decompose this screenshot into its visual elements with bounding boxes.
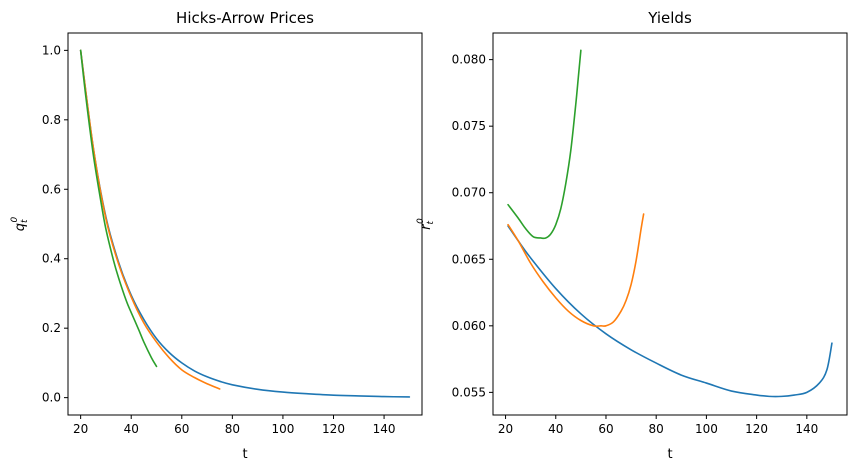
x-tick-label: 140 (795, 422, 818, 436)
y-tick-label: 1.0 (42, 43, 61, 57)
axes-frame (67, 32, 423, 416)
y-axis-label: rt0 (416, 218, 436, 230)
x-axis-ticks: 20 40 60 80 100 120 140 (73, 415, 396, 436)
series-line-1 (507, 225, 833, 398)
x-tick-label: 120 (745, 422, 768, 436)
x-tick-label: 20 (498, 422, 513, 436)
x-tick-label: 80 (649, 422, 664, 436)
x-tick-label: 120 (322, 422, 345, 436)
series-line-2 (507, 213, 645, 328)
y-tick-label: 0.080 (452, 53, 486, 67)
x-tick-label: 20 (73, 422, 88, 436)
y-axis-ticks: 0.055 0.060 0.065 0.070 0.075 0.080 (452, 53, 493, 399)
yields-chart: Yields 20 40 60 80 100 120 140 0.055 0.060 0.065… (416, 9, 848, 462)
y-axis-label-base: q (13, 223, 28, 231)
x-axis-label: t (242, 447, 247, 462)
y-tick-label: 0.4 (42, 252, 61, 266)
y-axis-label: qt0 (10, 216, 30, 231)
y-tick-label: 0.2 (42, 321, 61, 335)
series-line-3 (79, 49, 158, 368)
x-tick-label: 40 (124, 422, 139, 436)
x-tick-label: 60 (174, 422, 189, 436)
x-tick-label: 40 (548, 422, 563, 436)
plot-area (79, 49, 411, 398)
y-axis-label-sup: 0 (416, 218, 426, 224)
y-tick-label: 0.0 (42, 391, 61, 405)
y-axis-ticks: 0.0 0.2 0.4 0.6 0.8 1.0 (42, 43, 68, 405)
chart-title: Hicks-Arrow Prices (176, 9, 314, 27)
chart-title: Yields (647, 9, 692, 27)
x-axis-label: t (667, 447, 672, 462)
y-axis-label-sup: 0 (10, 216, 20, 222)
y-tick-label: 0.8 (42, 113, 61, 127)
y-axis-label-base: r (419, 223, 434, 230)
y-axis-label-sub: t (426, 220, 436, 224)
y-tick-label: 0.055 (452, 385, 486, 399)
x-tick-label: 60 (598, 422, 613, 436)
y-tick-label: 0.060 (452, 319, 486, 333)
y-tick-label: 0.070 (452, 186, 486, 200)
x-tick-label: 140 (373, 422, 396, 436)
series-line-1 (79, 49, 411, 398)
series-line-3 (507, 49, 582, 240)
y-tick-label: 0.6 (42, 182, 61, 196)
x-tick-label: 100 (695, 422, 718, 436)
hicks-arrow-prices-chart: Hicks-Arrow Prices 20 40 60 80 100 120 140 0.0… (10, 9, 423, 462)
axes-frame (492, 32, 848, 416)
x-axis-ticks: 20 40 60 80 100 120 140 (498, 415, 818, 436)
y-axis-label-sub: t (20, 219, 30, 223)
x-tick-label: 100 (271, 422, 294, 436)
x-tick-label: 80 (225, 422, 240, 436)
plot-area (507, 49, 833, 398)
series-line-2 (79, 49, 221, 390)
y-tick-label: 0.075 (452, 119, 486, 133)
y-tick-label: 0.065 (452, 252, 486, 266)
